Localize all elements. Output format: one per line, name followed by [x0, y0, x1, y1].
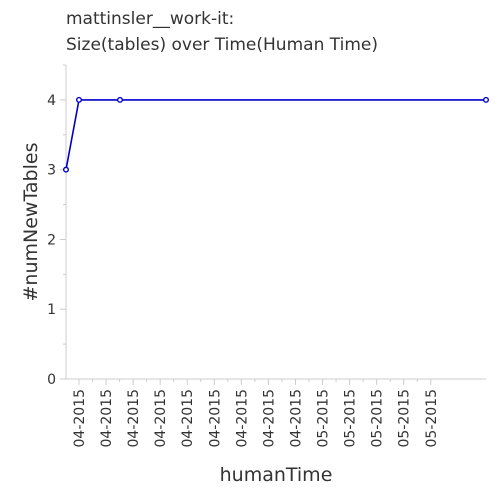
- x-axis-label: humanTime: [220, 464, 333, 486]
- x-tick-label: 05-2015: [370, 389, 386, 448]
- chart-title: mattinsler__work-it:: [66, 9, 234, 29]
- x-tick-label: 05-2015: [316, 389, 332, 448]
- x-tick-label: 04-2015: [234, 389, 250, 448]
- x-tick-label: 04-2015: [180, 389, 196, 448]
- y-tick-label: 2: [47, 232, 56, 248]
- series-line: [65, 99, 486, 170]
- plot-area: 0 1 2 3 4 04-2015 04-2015 04-2015 04-2015 04-2015…: [47, 64, 490, 448]
- x-tick-label: 04-2015: [207, 389, 223, 448]
- y-tick-label: 0: [47, 372, 56, 388]
- data-point: [63, 166, 70, 173]
- x-tick-label: 04-2015: [99, 389, 115, 448]
- y-axis-label: #numNewTables: [20, 143, 42, 302]
- x-tick-label: 04-2015: [153, 389, 169, 448]
- x-tick-label: 04-2015: [72, 389, 88, 448]
- x-tick-label: 05-2015: [424, 389, 440, 448]
- x-tick-label: 04-2015: [261, 389, 277, 448]
- chart-subtitle: Size(tables) over Time(Human Time): [66, 35, 378, 55]
- y-tick-label: 4: [47, 93, 56, 109]
- data-point: [116, 96, 123, 103]
- x-tick-label: 05-2015: [397, 389, 413, 448]
- x-tick-label: 05-2015: [343, 389, 359, 448]
- y-tick-label: 3: [47, 163, 56, 179]
- x-tick-label: 04-2015: [126, 389, 142, 448]
- x-tick-label: 04-2015: [288, 389, 304, 448]
- y-tick-label: 1: [47, 302, 56, 318]
- data-point: [483, 96, 490, 103]
- data-point: [75, 96, 82, 103]
